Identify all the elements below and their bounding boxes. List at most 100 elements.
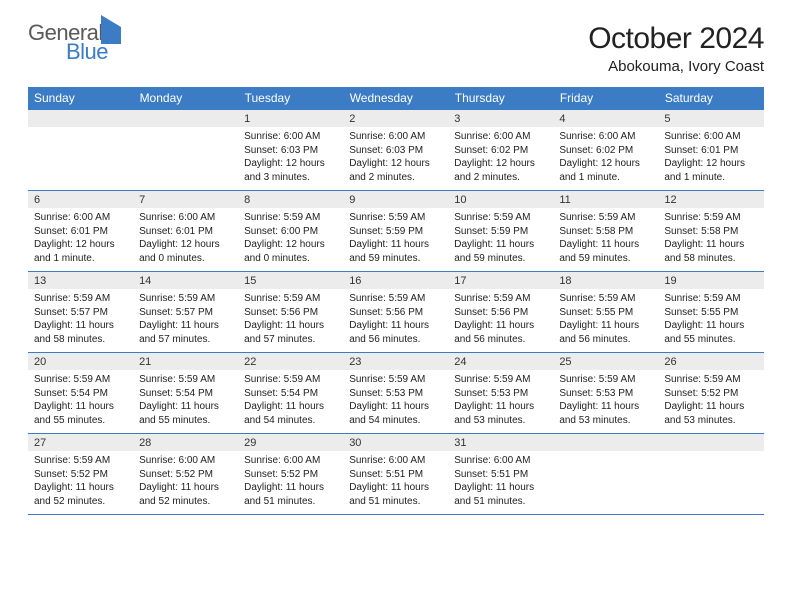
day-number: 5 [658,110,763,127]
title-block: October 2024 Abokouma, Ivory Coast [588,22,764,75]
day-number: 21 [133,353,238,370]
day-cell: 26Sunrise: 5:59 AMSunset: 5:52 PMDayligh… [658,353,763,434]
day-body: Sunrise: 6:00 AMSunset: 6:02 PMDaylight:… [448,127,553,190]
day-body: Sunrise: 5:59 AMSunset: 5:56 PMDaylight:… [238,289,343,352]
day-cell: 7Sunrise: 6:00 AMSunset: 6:01 PMDaylight… [133,191,238,272]
day-cell [133,110,238,191]
day-body: Sunrise: 5:59 AMSunset: 5:54 PMDaylight:… [28,370,133,433]
day-body: Sunrise: 6:00 AMSunset: 5:51 PMDaylight:… [343,451,448,514]
day-number: 28 [133,434,238,451]
header: General Blue October 2024 Abokouma, Ivor… [28,22,764,75]
day-body: Sunrise: 6:00 AMSunset: 5:51 PMDaylight:… [448,451,553,514]
day-cell: 17Sunrise: 5:59 AMSunset: 5:56 PMDayligh… [448,272,553,353]
day-body: Sunrise: 5:59 AMSunset: 6:00 PMDaylight:… [238,208,343,271]
dow-friday: Friday [553,87,658,110]
day-cell: 22Sunrise: 5:59 AMSunset: 5:54 PMDayligh… [238,353,343,434]
day-body: Sunrise: 5:59 AMSunset: 5:53 PMDaylight:… [343,370,448,433]
day-number: 8 [238,191,343,208]
day-body: Sunrise: 5:59 AMSunset: 5:58 PMDaylight:… [553,208,658,271]
day-body: Sunrise: 5:59 AMSunset: 5:58 PMDaylight:… [658,208,763,271]
day-number: 23 [343,353,448,370]
day-body: Sunrise: 6:00 AMSunset: 6:01 PMDaylight:… [28,208,133,271]
week-row: 6Sunrise: 6:00 AMSunset: 6:01 PMDaylight… [28,191,764,272]
day-body: Sunrise: 5:59 AMSunset: 5:53 PMDaylight:… [553,370,658,433]
day-number: 30 [343,434,448,451]
day-cell: 5Sunrise: 6:00 AMSunset: 6:01 PMDaylight… [658,110,763,191]
day-number: 6 [28,191,133,208]
day-cell: 21Sunrise: 5:59 AMSunset: 5:54 PMDayligh… [133,353,238,434]
day-number: 19 [658,272,763,289]
day-cell: 12Sunrise: 5:59 AMSunset: 5:58 PMDayligh… [658,191,763,272]
day-number: 15 [238,272,343,289]
dow-tuesday: Tuesday [238,87,343,110]
day-cell: 15Sunrise: 5:59 AMSunset: 5:56 PMDayligh… [238,272,343,353]
day-number: 18 [553,272,658,289]
day-number: 29 [238,434,343,451]
day-cell: 19Sunrise: 5:59 AMSunset: 5:55 PMDayligh… [658,272,763,353]
day-body: Sunrise: 5:59 AMSunset: 5:57 PMDaylight:… [28,289,133,352]
week-row: 27Sunrise: 5:59 AMSunset: 5:52 PMDayligh… [28,434,764,515]
dow-sunday: Sunday [28,87,133,110]
day-number-empty [658,434,763,451]
day-cell: 3Sunrise: 6:00 AMSunset: 6:02 PMDaylight… [448,110,553,191]
day-number: 26 [658,353,763,370]
day-number: 31 [448,434,553,451]
day-body: Sunrise: 6:00 AMSunset: 6:01 PMDaylight:… [133,208,238,271]
day-body: Sunrise: 5:59 AMSunset: 5:59 PMDaylight:… [448,208,553,271]
day-number: 3 [448,110,553,127]
day-body-empty [553,451,658,503]
location: Abokouma, Ivory Coast [588,58,764,75]
day-cell: 20Sunrise: 5:59 AMSunset: 5:54 PMDayligh… [28,353,133,434]
day-body-empty [658,451,763,503]
day-body: Sunrise: 5:59 AMSunset: 5:54 PMDaylight:… [238,370,343,433]
day-number: 24 [448,353,553,370]
day-cell: 4Sunrise: 6:00 AMSunset: 6:02 PMDaylight… [553,110,658,191]
day-cell: 11Sunrise: 5:59 AMSunset: 5:58 PMDayligh… [553,191,658,272]
day-number: 17 [448,272,553,289]
day-cell [553,434,658,515]
day-body: Sunrise: 5:59 AMSunset: 5:52 PMDaylight:… [28,451,133,514]
day-body: Sunrise: 5:59 AMSunset: 5:57 PMDaylight:… [133,289,238,352]
day-number: 1 [238,110,343,127]
day-body: Sunrise: 5:59 AMSunset: 5:52 PMDaylight:… [658,370,763,433]
day-number-empty [28,110,133,127]
calendar: Sunday Monday Tuesday Wednesday Thursday… [28,87,764,515]
day-body: Sunrise: 5:59 AMSunset: 5:55 PMDaylight:… [553,289,658,352]
day-cell: 13Sunrise: 5:59 AMSunset: 5:57 PMDayligh… [28,272,133,353]
day-cell: 16Sunrise: 5:59 AMSunset: 5:56 PMDayligh… [343,272,448,353]
day-number: 13 [28,272,133,289]
dow-monday: Monday [133,87,238,110]
day-cell: 10Sunrise: 5:59 AMSunset: 5:59 PMDayligh… [448,191,553,272]
day-body-empty [28,127,133,179]
day-number: 4 [553,110,658,127]
logo: General Blue [28,22,121,68]
day-number: 12 [658,191,763,208]
day-body: Sunrise: 6:00 AMSunset: 6:02 PMDaylight:… [553,127,658,190]
week-row: 1Sunrise: 6:00 AMSunset: 6:03 PMDaylight… [28,110,764,191]
day-cell: 28Sunrise: 6:00 AMSunset: 5:52 PMDayligh… [133,434,238,515]
day-number: 7 [133,191,238,208]
day-cell: 9Sunrise: 5:59 AMSunset: 5:59 PMDaylight… [343,191,448,272]
dow-row: Sunday Monday Tuesday Wednesday Thursday… [28,87,764,110]
day-number-empty [553,434,658,451]
day-body: Sunrise: 6:00 AMSunset: 6:03 PMDaylight:… [343,127,448,190]
day-cell [658,434,763,515]
day-number: 11 [553,191,658,208]
day-number: 16 [343,272,448,289]
day-body: Sunrise: 5:59 AMSunset: 5:53 PMDaylight:… [448,370,553,433]
day-body: Sunrise: 5:59 AMSunset: 5:55 PMDaylight:… [658,289,763,352]
day-cell [28,110,133,191]
dow-wednesday: Wednesday [343,87,448,110]
day-cell: 24Sunrise: 5:59 AMSunset: 5:53 PMDayligh… [448,353,553,434]
day-cell: 1Sunrise: 6:00 AMSunset: 6:03 PMDaylight… [238,110,343,191]
dow-saturday: Saturday [658,87,763,110]
page: General Blue October 2024 Abokouma, Ivor… [0,0,792,535]
day-cell: 29Sunrise: 6:00 AMSunset: 5:52 PMDayligh… [238,434,343,515]
day-body: Sunrise: 6:00 AMSunset: 5:52 PMDaylight:… [238,451,343,514]
day-number: 9 [343,191,448,208]
logo-text-blue: Blue [66,39,108,64]
day-body: Sunrise: 6:00 AMSunset: 6:03 PMDaylight:… [238,127,343,190]
day-body-empty [133,127,238,179]
day-number: 10 [448,191,553,208]
day-cell: 27Sunrise: 5:59 AMSunset: 5:52 PMDayligh… [28,434,133,515]
